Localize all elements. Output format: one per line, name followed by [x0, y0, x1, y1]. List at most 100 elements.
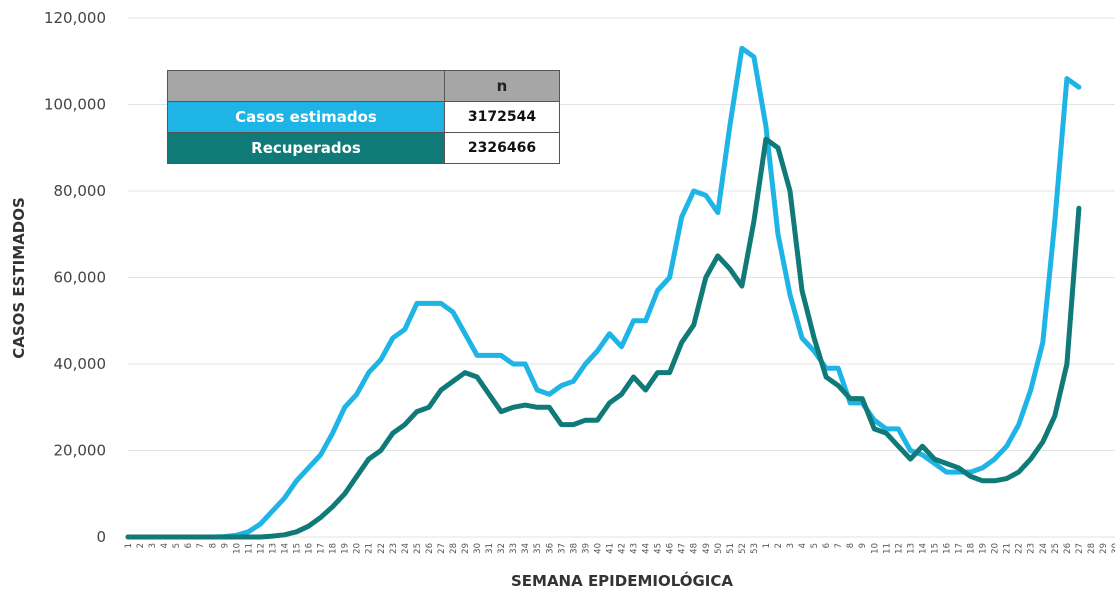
- legend-row-recuperados: Recuperados 2326466: [167, 132, 560, 164]
- x-tick-label: 49: [702, 543, 712, 554]
- x-tick-label: 21: [365, 543, 375, 554]
- x-tick-label: 4: [798, 543, 808, 548]
- x-tick-label: 9: [858, 543, 868, 548]
- x-tick-label: 23: [389, 543, 399, 554]
- x-tick-label: 53: [750, 543, 760, 554]
- x-tick-label: 4: [160, 543, 170, 548]
- y-tick-label: 120,000: [44, 9, 106, 27]
- x-tick-label: 38: [569, 543, 579, 554]
- x-tick-label: 52: [738, 543, 748, 554]
- x-tick-label: 32: [497, 543, 507, 554]
- x-axis-ticks: 1 2 3 4 5 6 7 8 9 10 11 12 13 14 15 16 17 18 19 20 21 22 23 24 2…: [124, 543, 1115, 554]
- x-tick-label: 6: [184, 543, 194, 548]
- x-tick-label: 50: [714, 543, 724, 554]
- x-tick-label: 14: [918, 543, 928, 554]
- x-tick-label: 3: [148, 543, 158, 548]
- x-tick-label: 25: [413, 543, 423, 554]
- x-tick-label: 26: [1063, 543, 1073, 554]
- x-tick-label: 10: [232, 543, 242, 554]
- x-tick-label: 19: [341, 543, 351, 554]
- x-tick-label: 11: [882, 543, 892, 554]
- legend-header-n: n: [444, 70, 560, 102]
- x-tick-label: 9: [220, 543, 230, 548]
- x-tick-label: 12: [894, 543, 904, 554]
- x-tick-label: 8: [846, 543, 856, 548]
- x-tick-label: 30: [473, 543, 483, 554]
- x-tick-label: 28: [1087, 543, 1097, 554]
- y-tick-label: 20,000: [54, 442, 107, 460]
- legend-label-casos-estimados: Casos estimados: [167, 101, 445, 133]
- x-tick-label: 12: [256, 543, 266, 554]
- x-tick-label: 14: [280, 543, 290, 554]
- x-tick-label: 20: [353, 543, 363, 554]
- series-lines: [125, 45, 1082, 540]
- x-tick-label: 20: [991, 543, 1001, 554]
- x-tick-label: 13: [906, 543, 916, 554]
- x-tick-label: 10: [870, 543, 880, 554]
- x-tick-label: 15: [293, 543, 303, 554]
- y-tick-label: 40,000: [54, 355, 107, 373]
- x-tick-label: 2: [136, 543, 146, 548]
- x-tick-label: 17: [955, 543, 965, 554]
- y-axis-ticks: 0 20,000 40,000 60,000 80,000 100,000 120,000: [44, 9, 106, 546]
- x-tick-label: 43: [630, 543, 640, 554]
- x-tick-label: 19: [979, 543, 989, 554]
- x-tick-label: 24: [1039, 543, 1049, 554]
- y-axis-title: CASOS ESTIMADOS: [10, 197, 28, 359]
- x-tick-label: 11: [244, 543, 254, 554]
- x-tick-label: 26: [425, 543, 435, 554]
- y-tick-label: 100,000: [44, 96, 106, 114]
- x-tick-label: 34: [521, 543, 531, 554]
- y-tick-label: 80,000: [54, 182, 107, 200]
- x-tick-label: 37: [557, 543, 567, 554]
- x-tick-label: 42: [618, 543, 628, 554]
- x-tick-label: 5: [810, 543, 820, 548]
- x-tick-label: 18: [967, 543, 977, 554]
- legend-header-row: n: [167, 70, 560, 102]
- series-line-recuperados: [125, 136, 1082, 540]
- x-tick-label: 25: [1051, 543, 1061, 554]
- x-tick-label: 7: [196, 543, 206, 548]
- x-tick-label: 22: [1015, 543, 1025, 554]
- legend-label-recuperados: Recuperados: [167, 132, 445, 164]
- x-tick-label: 8: [208, 543, 218, 548]
- x-tick-label: 29: [1099, 543, 1109, 554]
- series-line-casos-estimados: [125, 45, 1082, 540]
- x-tick-label: 27: [437, 543, 447, 554]
- x-tick-label: 1: [124, 543, 134, 548]
- x-tick-label: 33: [509, 543, 519, 554]
- x-tick-label: 18: [329, 543, 339, 554]
- x-axis-title: SEMANA EPIDEMIOLÓGICA: [511, 571, 733, 590]
- x-tick-label: 16: [305, 543, 315, 554]
- x-tick-label: 28: [449, 543, 459, 554]
- legend-value-casos-estimados: 3172544: [444, 101, 560, 133]
- x-tick-label: 41: [605, 543, 615, 554]
- x-tick-label: 2: [774, 543, 784, 548]
- x-tick-label: 46: [666, 543, 676, 554]
- x-tick-label: 3: [786, 543, 796, 548]
- legend-row-casos: Casos estimados 3172544: [167, 101, 560, 133]
- x-tick-label: 40: [593, 543, 603, 554]
- x-tick-label: 13: [268, 543, 278, 554]
- x-tick-label: 23: [1027, 543, 1037, 554]
- y-tick-label: 0: [96, 528, 106, 546]
- x-tick-label: 21: [1003, 543, 1013, 554]
- x-tick-label: 22: [377, 543, 387, 554]
- x-tick-label: 15: [930, 543, 940, 554]
- y-tick-label: 60,000: [54, 269, 107, 287]
- x-tick-label: 48: [690, 543, 700, 554]
- x-tick-label: 51: [726, 543, 736, 554]
- x-tick-label: 1: [762, 543, 772, 548]
- x-tick-label: 35: [533, 543, 543, 554]
- x-tick-label: 36: [545, 543, 555, 554]
- x-tick-label: 45: [654, 543, 664, 554]
- x-tick-label: 17: [317, 543, 327, 554]
- x-tick-label: 47: [678, 543, 688, 554]
- x-tick-label: 31: [485, 543, 495, 554]
- legend-header-blank: [167, 70, 445, 102]
- x-tick-label: 7: [834, 543, 844, 548]
- legend-table: n Casos estimados 3172544 Recuperados 23…: [167, 70, 560, 164]
- x-tick-label: 24: [401, 543, 411, 554]
- x-tick-label: 29: [461, 543, 471, 554]
- x-tick-label: 6: [822, 543, 832, 548]
